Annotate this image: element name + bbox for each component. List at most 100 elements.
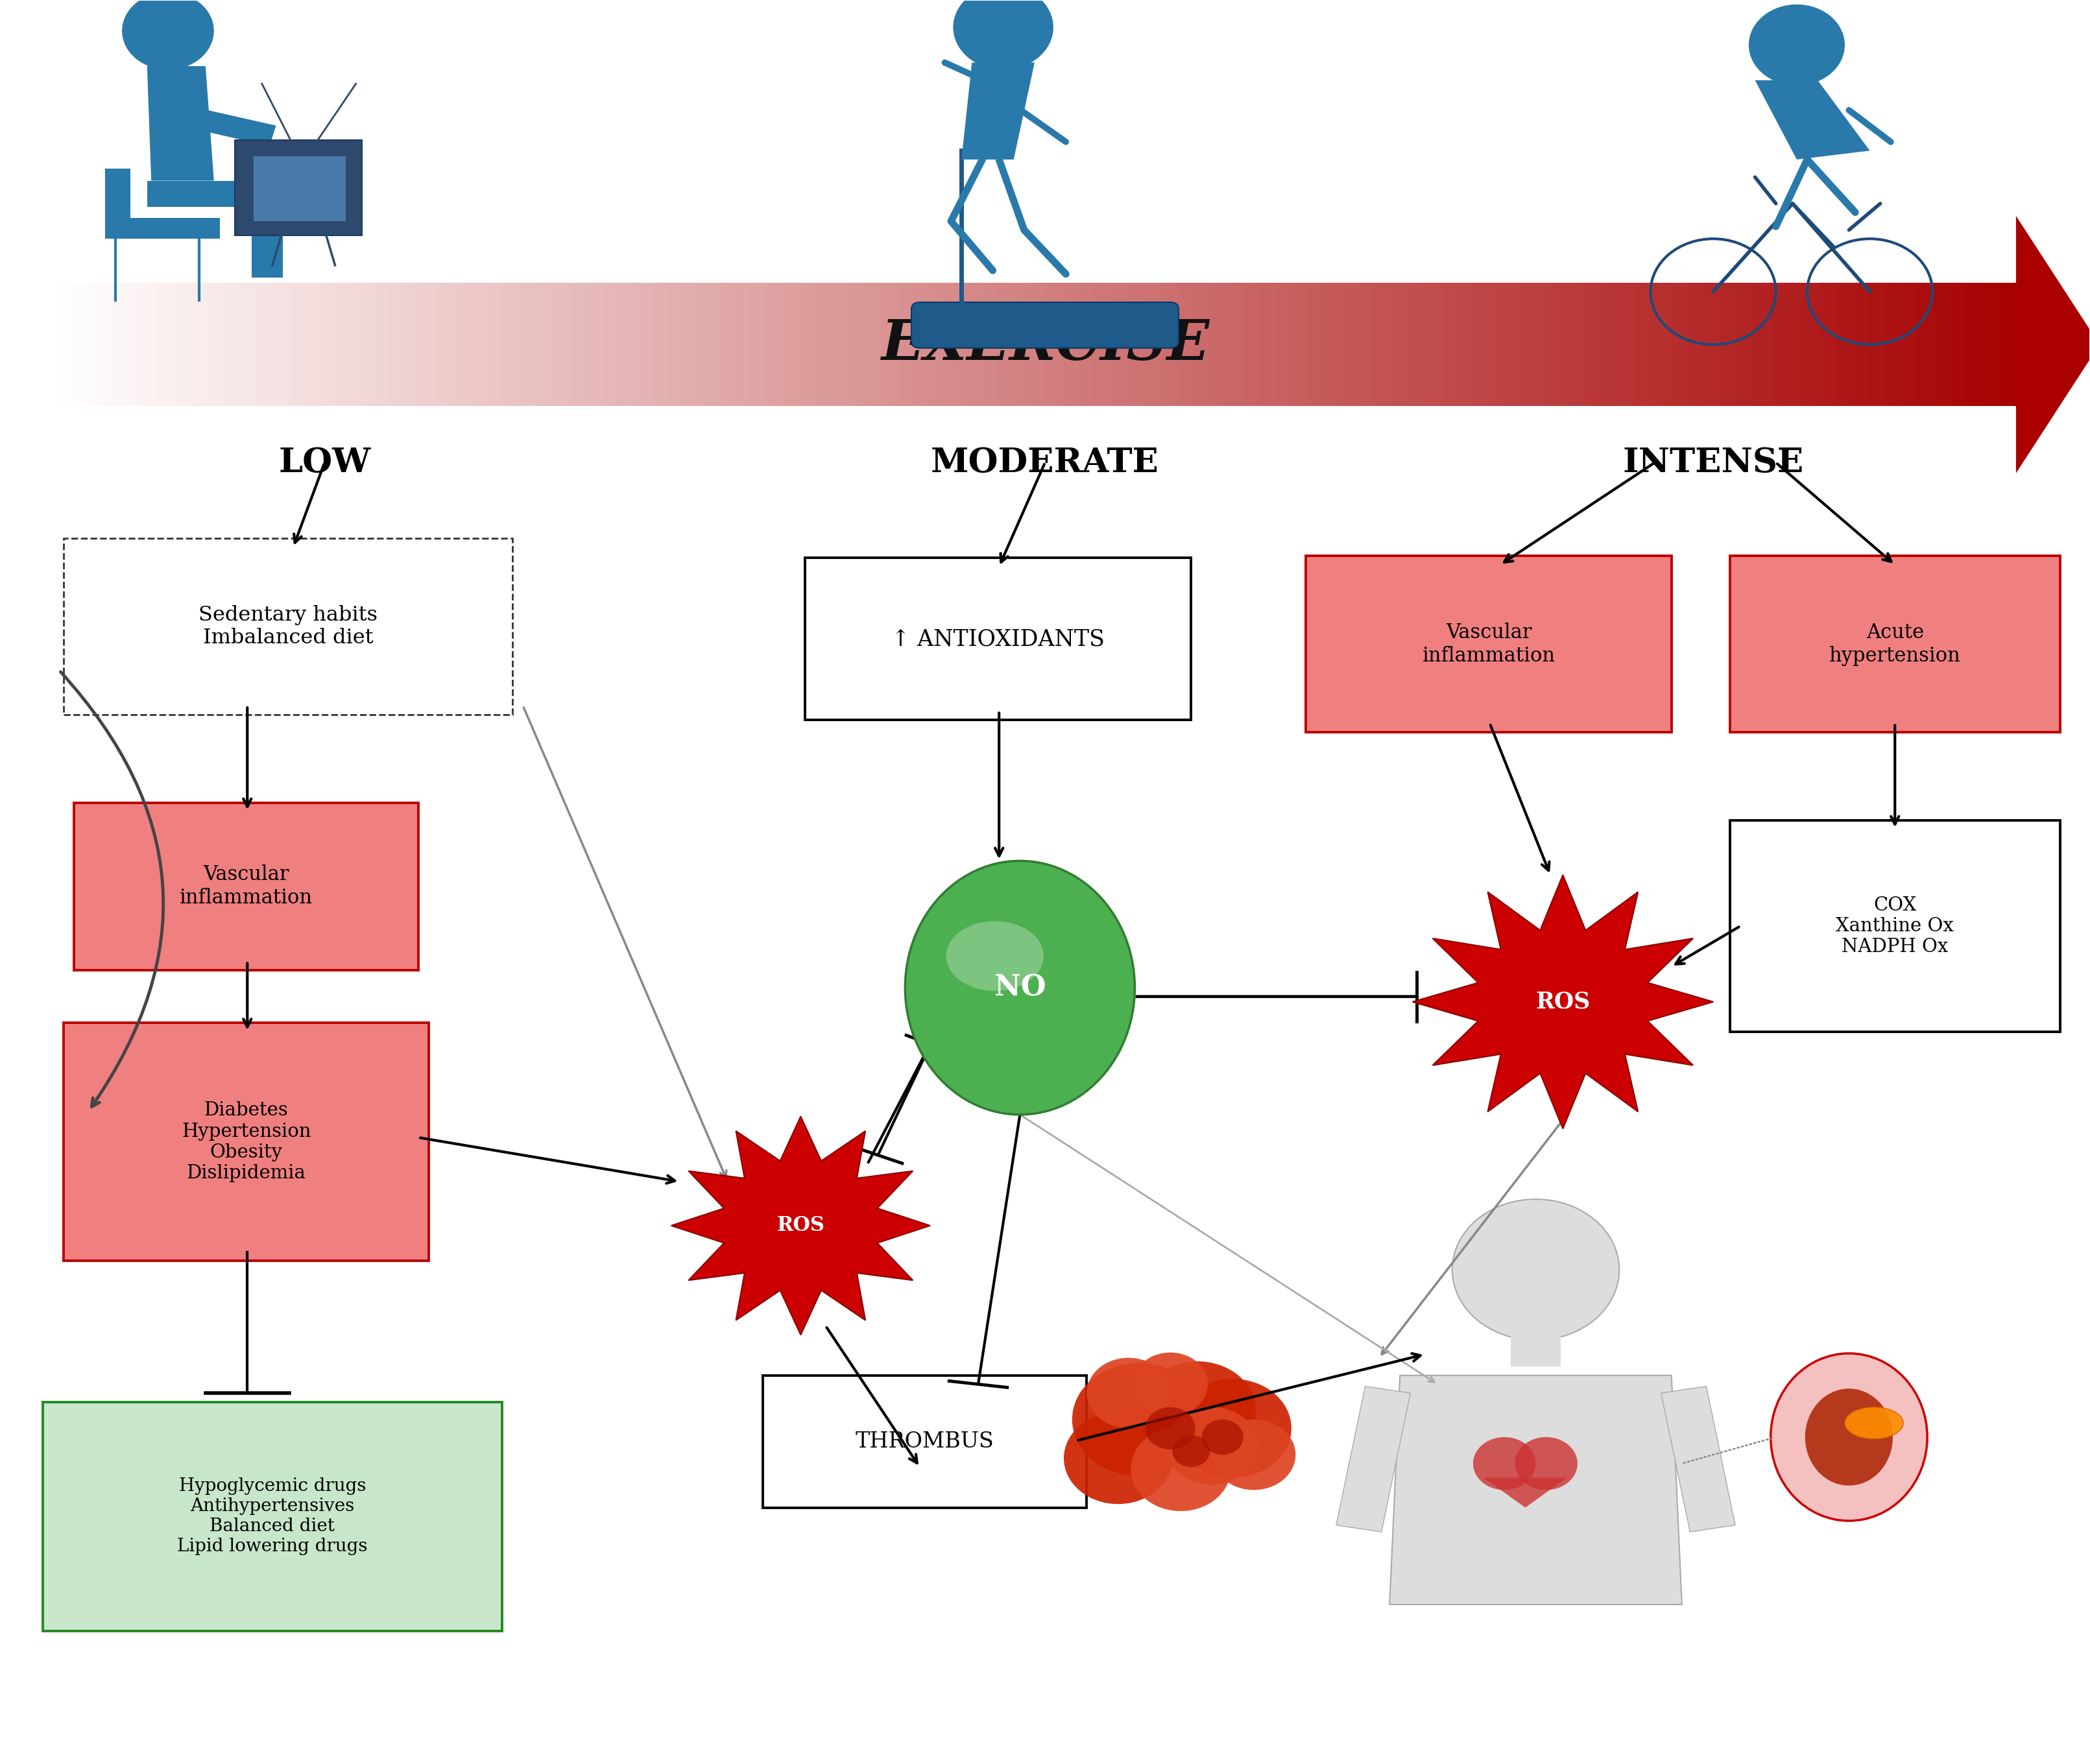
Circle shape [1749, 5, 1845, 85]
Circle shape [1175, 1379, 1292, 1478]
Bar [1511, 1305, 1561, 1367]
Circle shape [1131, 1427, 1231, 1512]
Bar [882, 282, 899, 406]
Bar [1457, 282, 1473, 406]
Bar [1375, 282, 1392, 406]
Bar [1950, 282, 1967, 406]
Text: THROMBUS: THROMBUS [855, 1431, 995, 1452]
Circle shape [1212, 1420, 1296, 1491]
Bar [832, 282, 849, 406]
Bar [1524, 282, 1538, 406]
Bar [602, 282, 619, 406]
Text: Acute
hypertension: Acute hypertension [1829, 623, 1960, 665]
Bar [1835, 282, 1852, 406]
FancyBboxPatch shape [42, 1402, 502, 1632]
Bar [1687, 282, 1703, 406]
Bar [437, 282, 454, 406]
Bar [105, 168, 130, 238]
Text: EXERCISE: EXERCISE [880, 318, 1210, 372]
Bar [1210, 282, 1227, 406]
Bar [257, 282, 274, 406]
FancyBboxPatch shape [1731, 820, 2061, 1032]
FancyBboxPatch shape [63, 538, 512, 714]
Bar [635, 282, 652, 406]
Bar [355, 282, 372, 406]
Bar [930, 282, 947, 406]
Bar [767, 282, 782, 406]
Ellipse shape [1845, 1408, 1904, 1439]
Bar [42, 282, 59, 406]
Bar [782, 282, 798, 406]
Polygon shape [1390, 1376, 1682, 1605]
Bar [1653, 282, 1670, 406]
Bar [865, 282, 882, 406]
Bar [372, 282, 389, 406]
Bar [1588, 282, 1605, 406]
Circle shape [121, 0, 213, 69]
Text: MODERATE: MODERATE [930, 446, 1160, 480]
Bar [125, 282, 142, 406]
Circle shape [1166, 1408, 1258, 1485]
Bar [1917, 282, 1933, 406]
Bar [1145, 282, 1160, 406]
Circle shape [1133, 1353, 1208, 1416]
Bar [251, 203, 282, 277]
Bar [520, 282, 535, 406]
FancyBboxPatch shape [63, 1023, 428, 1261]
Bar [487, 282, 504, 406]
Circle shape [1473, 1438, 1536, 1491]
Bar [1277, 282, 1292, 406]
FancyBboxPatch shape [1306, 556, 1672, 732]
Bar [1292, 282, 1308, 406]
Bar [1703, 282, 1720, 406]
Bar [1112, 282, 1129, 406]
Circle shape [1202, 1420, 1244, 1455]
Polygon shape [146, 65, 213, 180]
FancyBboxPatch shape [73, 803, 418, 970]
Bar [913, 282, 930, 406]
Bar [1852, 282, 1868, 406]
Bar [146, 180, 272, 206]
Bar [849, 282, 865, 406]
Bar [105, 217, 219, 238]
Bar [1770, 282, 1785, 406]
Bar [652, 282, 667, 406]
Bar [1030, 282, 1045, 406]
Bar [1662, 1387, 1735, 1531]
Polygon shape [2017, 215, 2090, 473]
Bar [1407, 282, 1423, 406]
Circle shape [1087, 1358, 1170, 1429]
Text: ROS: ROS [1536, 991, 1590, 1013]
Circle shape [1515, 1438, 1578, 1491]
Bar [1095, 282, 1112, 406]
Bar [585, 282, 602, 406]
Text: Sedentary habits
Imbalanced diet: Sedentary habits Imbalanced diet [199, 605, 378, 647]
Bar [92, 282, 109, 406]
Text: Vascular
inflammation: Vascular inflammation [1421, 623, 1555, 665]
Bar [188, 108, 276, 146]
Bar [980, 282, 997, 406]
Text: COX
Xanthine Ox
NADPH Ox: COX Xanthine Ox NADPH Ox [1835, 896, 1954, 956]
Text: NO: NO [995, 974, 1045, 1002]
Bar [667, 282, 683, 406]
Bar [1392, 282, 1407, 406]
FancyBboxPatch shape [763, 1376, 1087, 1508]
Bar [207, 282, 224, 406]
Bar [619, 282, 635, 406]
Text: ↑ ANTIOXIDANTS: ↑ ANTIOXIDANTS [890, 628, 1106, 649]
Bar [734, 282, 750, 406]
Bar [470, 282, 487, 406]
FancyBboxPatch shape [253, 155, 345, 220]
Text: Hypoglycemic drugs
Antihypertensives
Balanced diet
Lipid lowering drugs: Hypoglycemic drugs Antihypertensives Bal… [178, 1476, 368, 1556]
Ellipse shape [905, 861, 1135, 1115]
Bar [1342, 282, 1358, 406]
Bar [997, 282, 1014, 406]
Bar [1902, 282, 1917, 406]
Bar [1078, 282, 1095, 406]
Bar [454, 282, 470, 406]
Polygon shape [1756, 79, 1871, 159]
Bar [75, 282, 92, 406]
Bar [552, 282, 568, 406]
Polygon shape [961, 62, 1035, 159]
Bar [157, 282, 173, 406]
